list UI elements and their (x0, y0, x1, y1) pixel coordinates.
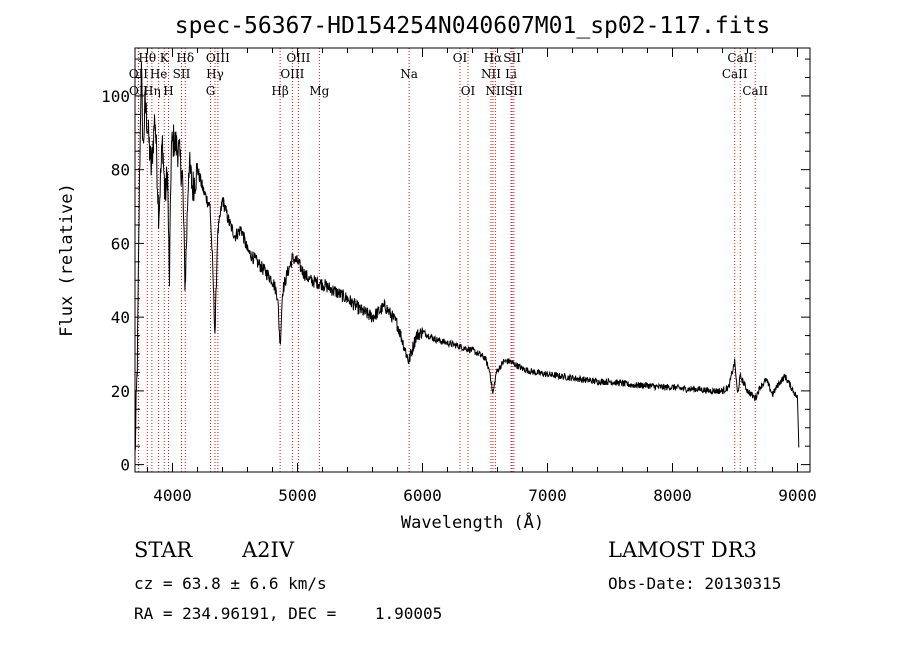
plot-frame (134, 47, 811, 473)
spectral-line-label: Mg (309, 84, 329, 98)
ra-dec-coordinates: RA = 234.96191, DEC = 1.90005 (134, 604, 443, 623)
spectral-line-label: Hη (143, 84, 161, 98)
chart-title: spec-56367-HD154254N040607M01_sp02-117.f… (175, 13, 770, 39)
spectral-line-label: OIII (206, 51, 230, 65)
object-class: STAR (134, 538, 193, 562)
x-axis-label: Wavelength (Å) (401, 511, 544, 533)
x-tick-label: 4000 (153, 486, 192, 505)
x-tick-label: 9000 (778, 486, 817, 505)
spectral-line-label: OIII (286, 51, 310, 65)
spectral-line-label: OI (453, 51, 468, 65)
x-tick-label: 6000 (403, 486, 442, 505)
y-axis-label: Flux (relative) (57, 183, 77, 337)
survey-name: LAMOST DR3 (608, 538, 757, 562)
x-tick-label: 8000 (653, 486, 692, 505)
y-tick-label: 100 (101, 87, 130, 106)
y-tick-label: 60 (111, 234, 130, 253)
spectral-line-label: NII (485, 84, 505, 98)
spectral-line-label: OI (461, 84, 476, 98)
spectral-line-label: SII (173, 67, 191, 81)
spectral-line-label: Hγ (206, 67, 224, 81)
y-tick-label: 80 (111, 161, 130, 180)
axis-ticks: 4000 5000 6000 7000 8000 9000 0 20 40 60 80 100 (101, 48, 817, 505)
y-tick-label: 20 (111, 382, 130, 401)
spectral-line-label: He (150, 67, 168, 81)
spectral-line-label: K (160, 51, 170, 65)
spectral-line-label: Hδ (176, 51, 194, 65)
spectral-line-label: OII (129, 84, 149, 98)
spectral-line-label: Hα (484, 51, 503, 65)
spectral-line-label: Li (505, 67, 517, 81)
x-tick-label: 5000 (278, 486, 317, 505)
redshift-velocity: cz = 63.8 ± 6.6 km/s (134, 574, 327, 593)
spectral-line-label: Hβ (271, 84, 288, 98)
spectral-line-label: NII (481, 67, 501, 81)
y-tick-label: 40 (111, 308, 130, 327)
spectral-line-label: Na (400, 67, 418, 81)
spectral-line-label: SII (505, 84, 523, 98)
spectrum-series-line (134, 61, 800, 452)
x-tick-label: 7000 (528, 486, 567, 505)
spectral-line-label: H (163, 84, 173, 98)
observation-date: Obs-Date: 20130315 (608, 574, 782, 593)
spectral-line-label: CaII (722, 67, 748, 81)
spectral-line-label: Hθ (138, 51, 156, 65)
spectral-line-label: OIII (280, 67, 304, 81)
spectral-line-label: CaII (727, 51, 753, 65)
y-tick-label: 0 (120, 456, 130, 475)
spectral-line-markers (137, 48, 756, 472)
object-subclass: A2IV (242, 538, 294, 562)
spectral-line-label: G (206, 84, 216, 98)
spectral-line-label: CaII (742, 84, 768, 98)
spectral-line-label: OII (129, 67, 149, 81)
spectral-line-label: SII (503, 51, 521, 65)
